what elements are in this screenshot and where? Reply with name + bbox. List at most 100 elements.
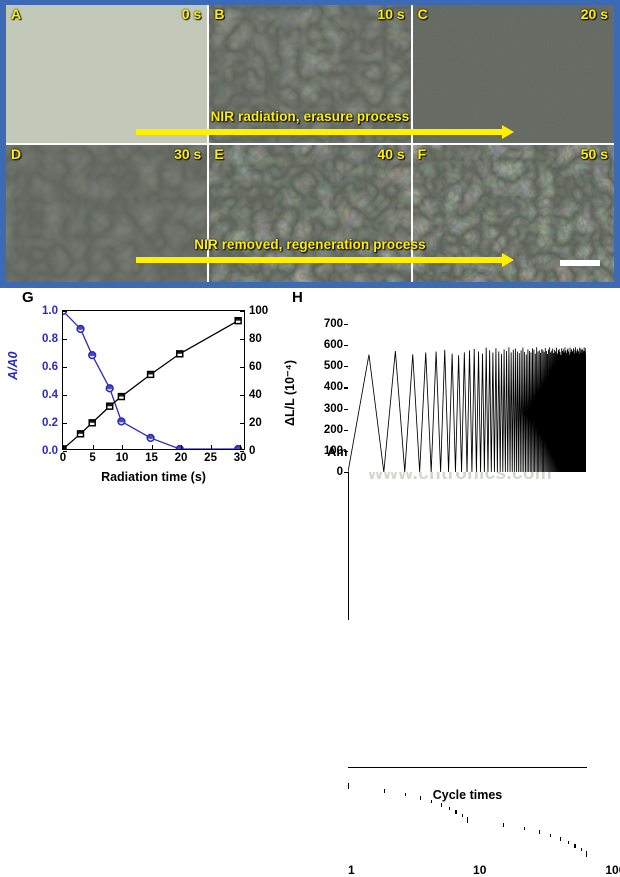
chart-g-y-axis-label-left: A/A0: [6, 351, 20, 380]
chart-g-ytick-mark-right: [240, 395, 244, 396]
chart-g-xtick-mark: [181, 445, 183, 449]
chart-g-panel-tag: G: [22, 289, 34, 306]
chart-g-xtick-mark: [210, 445, 212, 449]
fingerprint-texture-c: [412, 5, 614, 143]
chart-h-ytick: 600: [323, 339, 343, 352]
chart-h-ytick: 400: [323, 381, 343, 394]
micrograph-panel-d: D 30 s: [6, 144, 208, 282]
chart-h-xtick-mark-minor: [404, 792, 406, 797]
chart-h-plot-area: 0 100 200 300 400 500 600 700: [324, 318, 586, 478]
chart-g-ytick-right: 60: [249, 361, 262, 373]
panel-letter-f: F: [417, 145, 427, 162]
charts-row: www.cntronics.com G A/A0 ΔL/L (10⁻⁴) 0.0…: [0, 288, 620, 877]
chart-g-xtick: 5: [89, 452, 96, 464]
chart-h-ytick-mark: [344, 408, 348, 410]
chart-h-ytick-mark: [344, 324, 348, 326]
chart-g-ytick-right: 20: [249, 417, 262, 429]
chart-g-xtick-mark: [151, 445, 153, 449]
chart-h-xtick-mark-minor: [523, 826, 525, 831]
chart-g-ytick-left: 0.0: [42, 445, 58, 457]
chart-h-ytick-mark: [344, 472, 348, 474]
chart-g-xtick: 20: [174, 452, 188, 464]
chart-g-series-svg: [63, 311, 244, 449]
chart-h-xtick-mark-minor: [559, 837, 561, 841]
chart-h-xtick-mark-minor: [580, 847, 582, 852]
chart-g-xtick: 10: [115, 452, 129, 464]
scale-bar: [560, 260, 600, 266]
micrograph-panel-a: A 0 s: [6, 5, 208, 143]
chart-h-ytick: 500: [323, 360, 343, 373]
chart-h-ytick-mark: [344, 450, 348, 453]
chart-g: G A/A0 ΔL/L (10⁻⁴) 0.0 0.2 0.4 0.6 0.8 1.0 0 20…: [0, 288, 300, 499]
chart-h-xtick: 10: [473, 863, 487, 877]
chart-h-ytick: 200: [323, 423, 343, 436]
chart-h-xtick-mark-minor: [455, 810, 457, 814]
chart-g-ytick-left: 0.8: [42, 333, 58, 345]
panel-letter-a: A: [11, 6, 22, 22]
chart-h-ytick-mark: [344, 387, 348, 389]
chart-h-xtick-mark-minor: [383, 789, 385, 793]
panel-letter-e: E: [214, 145, 224, 162]
chart-g-xtick: 30: [233, 452, 247, 464]
panel-time-c: 20 s: [580, 6, 608, 22]
fingerprint-texture-e: [209, 144, 411, 282]
fingerprint-texture-d: [6, 144, 208, 282]
chart-h-y-axis-line: [348, 472, 350, 620]
chart-h-xtick-mark-major: [586, 851, 588, 858]
chart-g-ytick-mark-left: [63, 423, 67, 424]
chart-g-ytick-mark-right: [240, 451, 244, 452]
chart-g-ytick-mark-right: [240, 367, 244, 368]
chart-g-ytick-right: 100: [249, 305, 269, 317]
panel-time-f: 50 s: [580, 145, 608, 162]
chart-h-panel-tag: H: [292, 289, 303, 306]
chart-g-xtick: 25: [204, 452, 217, 464]
chart-h-xtick-mark-minor: [431, 799, 433, 804]
panel-time-b: 10 s: [377, 6, 405, 22]
chart-g-plot-area: 0.0 0.2 0.4 0.6 0.8 1.0 0 20 40 60 80 100 0 5 10 15 20 25…: [42, 305, 268, 464]
chart-g-xtick: 15: [145, 452, 158, 464]
chart-g-ytick-left: 1.0: [42, 305, 58, 317]
chart-g-xtick: 0: [59, 452, 67, 464]
panel-time-d: 30 s: [174, 145, 202, 162]
chart-h-series-svg: [348, 324, 586, 472]
chart-h: H Amplitude (nm) 0100200300400500600700 …: [292, 288, 620, 877]
chart-h-ytick: 0: [336, 466, 343, 478]
chart-g-ytick-right: 80: [249, 333, 262, 345]
panel-letter-d: D: [11, 145, 22, 162]
chart-g-ytick-right: 40: [249, 389, 262, 401]
chart-h-xtick-mark-minor: [538, 830, 540, 834]
panel-time-e: 40 s: [377, 145, 405, 162]
chart-g-y-axis-label-right: ΔL/L (10⁻⁴): [283, 360, 297, 426]
chart-g-x-axis-label: Radiation time (s): [101, 470, 206, 484]
chart-h-ytick-mark: [344, 429, 348, 431]
micrograph-panel-e: E 40 s: [209, 144, 411, 282]
chart-g-ytick-right: 0: [249, 445, 256, 457]
micrograph-grid: A 0 s B 10 s: [6, 5, 614, 282]
chart-h-xtick-mark-minor: [550, 833, 552, 838]
chart-h-ytick-mark: [344, 366, 348, 368]
chart-h-ytick: 700: [323, 318, 343, 330]
chart-g-ytick-mark-right: [240, 311, 244, 312]
chart-h-xtick-mark-major: [467, 817, 469, 824]
panel-letter-b: B: [214, 6, 225, 22]
chart-h-ytick: 100: [323, 444, 343, 457]
chart-h-xtick-mark-minor: [440, 803, 442, 807]
chart-h-ytick: 300: [323, 402, 343, 415]
chart-g-xtick-mark: [240, 445, 242, 449]
chart-h-ytick-mark: [344, 345, 348, 347]
chart-g-ytick-left: 0.4: [42, 389, 58, 401]
chart-h-xtick: 100: [605, 863, 620, 877]
panel-letter-c: C: [417, 6, 428, 22]
chart-h-xtick-mark-major: [348, 783, 350, 790]
chart-h-xtick-mark-minor: [574, 844, 576, 848]
micrograph-panel-b: B 10 s: [209, 5, 411, 143]
chart-g-ytick-mark-left: [63, 367, 67, 368]
chart-g-ytick-mark-right: [240, 423, 244, 424]
chart-h-xtick-mark-minor: [502, 823, 504, 827]
chart-h-xtick-mark-minor: [461, 813, 463, 818]
chart-g-ytick-mark-left: [63, 311, 67, 312]
chart-g-xtick-mark: [63, 445, 64, 449]
micrograph-montage: A 0 s B 10 s: [0, 0, 620, 288]
chart-g-ytick-left: 0.6: [42, 361, 58, 373]
chart-g-ytick-mark-left: [63, 451, 67, 452]
